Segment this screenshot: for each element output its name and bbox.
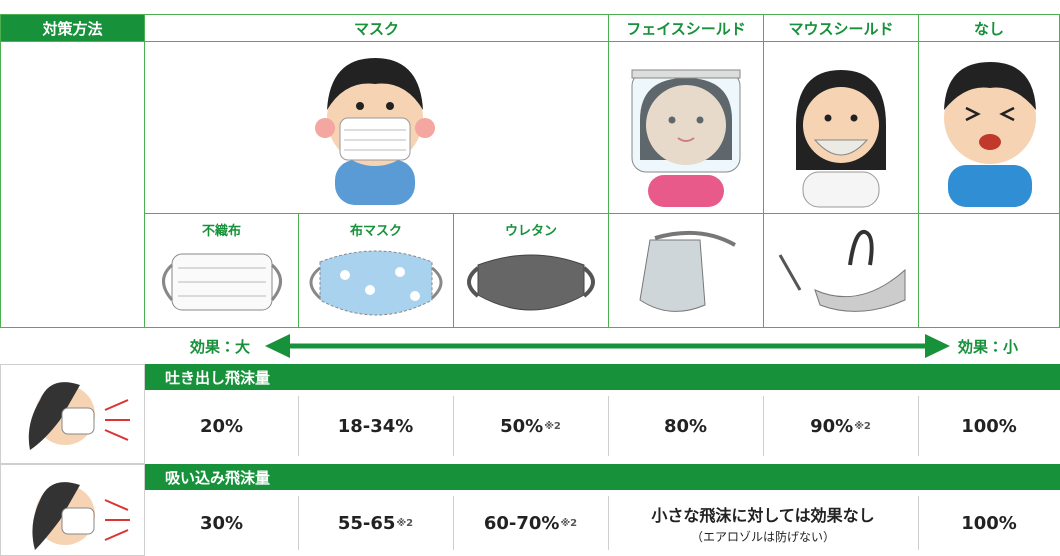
value-cell: 20% — [145, 390, 298, 462]
separator — [608, 496, 609, 550]
value-cell: 90% ※2 — [763, 390, 918, 462]
urethane-mask — [467, 254, 595, 311]
value-note: ※2 — [560, 517, 578, 529]
effect-arrow — [265, 334, 950, 358]
value-text: 18-34% — [337, 415, 414, 437]
separator — [453, 396, 454, 456]
separator — [763, 396, 764, 456]
value-cell: 60-70% ※2 — [453, 490, 608, 556]
value-note: ※2 — [854, 420, 871, 432]
value-text: 小さな飛沫に対しては効果なし — [651, 505, 875, 525]
value-cell: 30% — [145, 490, 298, 556]
exhale-icon — [28, 382, 130, 450]
face-shield-person — [631, 69, 741, 207]
value-note: ※2 — [544, 420, 561, 432]
value-cell: 55-65 ※2 — [298, 490, 453, 556]
value-note: ※2 — [396, 517, 414, 529]
effect-large: 効果：大 — [190, 338, 251, 356]
separator — [918, 496, 919, 550]
value-text: 50% — [500, 415, 544, 437]
mask-type: 不織布 — [201, 224, 241, 239]
sneezing-person — [944, 62, 1036, 207]
value-cell: 小さな飛沫に対しては効果なし （エアロゾルは防げない） — [608, 490, 918, 556]
value-text: 60-70% — [483, 512, 560, 534]
value-text: 20% — [199, 415, 244, 437]
separator — [453, 496, 454, 550]
cell — [0, 364, 145, 464]
value-cell: 100% — [918, 490, 1060, 556]
separator — [608, 396, 609, 456]
row-title: 吐き出し飛沫量 — [145, 364, 1060, 390]
face-shield-item — [639, 230, 736, 312]
value-text: 100% — [961, 415, 1017, 437]
mask-type: 布マスク — [349, 224, 402, 239]
value-detail: （エアロゾルは防げない） — [690, 529, 835, 544]
cell — [0, 464, 145, 556]
row-title: 吸い込み飛沫量 — [145, 464, 1060, 490]
value-cell: 80% — [608, 390, 763, 462]
mask-person — [315, 58, 435, 205]
inhale-icon — [32, 482, 130, 550]
nonwoven-mask — [162, 253, 282, 311]
value-text: 80% — [663, 415, 708, 437]
separator — [298, 396, 299, 456]
cloth-mask — [309, 250, 443, 316]
mouth-shield-person — [796, 70, 886, 208]
value-text: 55-65 — [337, 512, 396, 534]
separator — [298, 496, 299, 550]
mouth-shield-item — [778, 229, 906, 312]
value-text: 30% — [199, 512, 244, 534]
value-cell: 100% — [918, 390, 1060, 462]
value-cell: 50% ※2 — [453, 390, 608, 462]
mask-type: ウレタン — [504, 224, 557, 239]
separator — [918, 396, 919, 456]
effect-small: 効果：小 — [958, 338, 1019, 356]
header-label: 対策方法 — [0, 14, 145, 42]
value-text: 100% — [961, 512, 1017, 534]
value-cell: 18-34% — [298, 390, 453, 462]
value-text: 90% — [810, 415, 854, 437]
